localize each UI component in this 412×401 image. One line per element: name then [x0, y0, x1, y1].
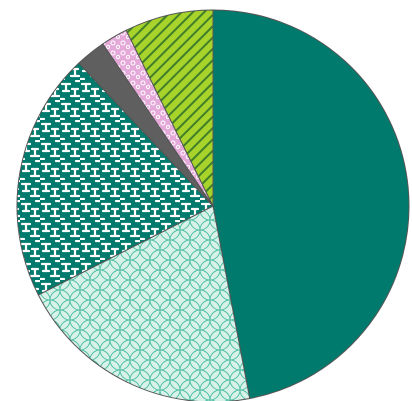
pie-slice-1 — [212, 9, 410, 400]
pie-slice-3 — [16, 62, 214, 296]
pie-slices — [16, 9, 410, 401]
pie-slice-6 — [125, 9, 214, 207]
pie-slice-2 — [37, 205, 251, 401]
